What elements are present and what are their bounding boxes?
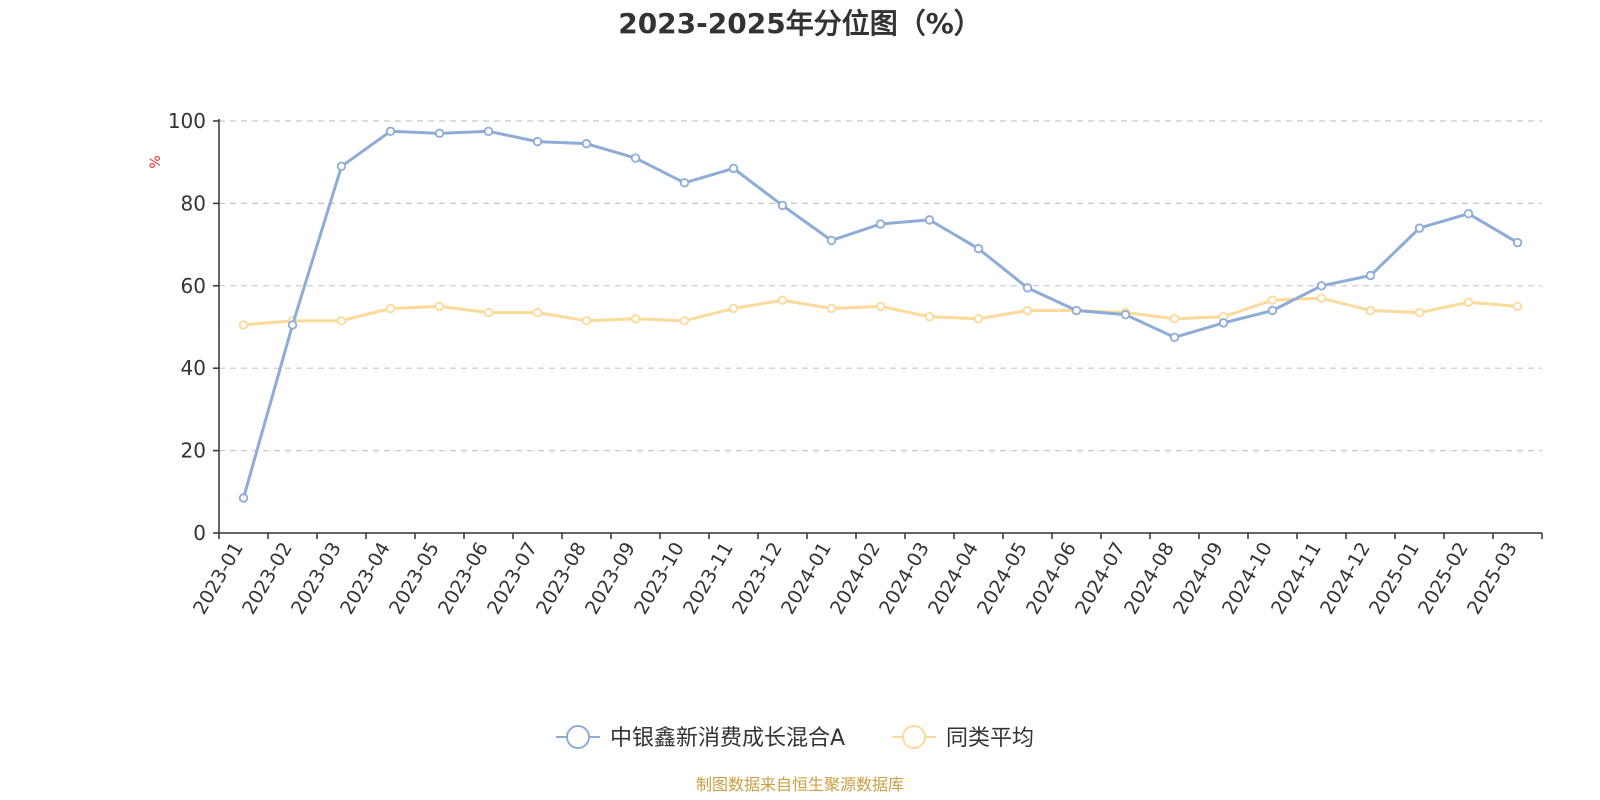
series-0	[238, 126, 1523, 503]
grid-lines	[219, 120, 1542, 452]
legend-marker-icon	[902, 725, 926, 749]
data-point	[581, 316, 592, 326]
legend-item-0[interactable]: 中银鑫新消费成长混合A	[556, 725, 845, 751]
legend-label: 同类平均	[946, 726, 1034, 751]
data-point	[875, 219, 886, 229]
data-point	[630, 153, 641, 163]
data-point	[973, 314, 984, 324]
data-point	[1512, 301, 1523, 312]
y-axis-ticks: 0 20 40 60 80 100	[168, 109, 219, 545]
legend-item-1[interactable]: 同类平均	[892, 725, 1034, 751]
data-point	[826, 235, 837, 246]
data-point	[1316, 293, 1327, 303]
data-point	[1169, 332, 1180, 342]
data-point	[532, 307, 543, 318]
y-tick-label: 100	[168, 109, 206, 133]
y-tick-label: 20	[181, 439, 206, 463]
x-axis-ticks: 2023-012023-022023-032023-042023-052023-…	[189, 533, 1543, 618]
chart-title: 2023-2025年分位图（%）	[618, 7, 982, 40]
data-point	[336, 316, 347, 326]
data-point	[287, 320, 298, 330]
y-tick-label: 80	[181, 191, 206, 215]
data-point	[385, 303, 396, 314]
data-point	[875, 301, 886, 312]
data-point	[581, 138, 592, 149]
axes	[218, 119, 1542, 534]
data-point	[1463, 297, 1474, 307]
data-point	[1267, 295, 1278, 305]
data-point	[1463, 208, 1474, 219]
data-point	[434, 128, 445, 139]
data-point	[1267, 305, 1278, 316]
data-point	[1414, 223, 1425, 233]
data-point	[336, 161, 347, 172]
y-axis-unit-label: %	[148, 155, 164, 168]
data-point	[434, 301, 445, 312]
data-point	[532, 136, 543, 147]
data-point	[777, 295, 788, 305]
data-point	[1169, 314, 1180, 324]
y-tick-label: 60	[181, 274, 206, 298]
y-tick-label: 0	[193, 521, 206, 545]
data-point	[1512, 237, 1523, 248]
data-point	[1365, 305, 1376, 316]
data-point	[1218, 318, 1229, 328]
data-point	[1022, 283, 1033, 293]
data-point	[1414, 307, 1425, 318]
y-tick-label: 40	[181, 356, 206, 380]
series-1	[238, 293, 1523, 330]
data-point	[973, 244, 984, 254]
data-point	[777, 200, 788, 211]
data-point	[679, 178, 690, 188]
data-point	[1022, 305, 1033, 316]
data-point	[483, 126, 494, 136]
legend-marker-icon	[566, 725, 590, 749]
legend-label: 中银鑫新消费成长混合A	[610, 726, 845, 751]
legend[interactable]: 中银鑫新消费成长混合A 同类平均	[556, 725, 1034, 751]
data-point	[630, 314, 641, 324]
data-point	[1316, 281, 1327, 291]
data-point	[238, 320, 249, 330]
data-point	[1120, 309, 1131, 320]
data-point	[1365, 270, 1376, 281]
data-point	[728, 303, 739, 314]
data-point	[679, 316, 690, 326]
data-point	[1071, 305, 1082, 316]
source-note: 制图数据来自恒生聚源数据库	[696, 775, 904, 794]
series-group	[238, 126, 1523, 503]
data-point	[924, 215, 935, 225]
data-point	[385, 126, 396, 136]
data-point	[728, 163, 739, 174]
series-line	[242, 129, 1519, 499]
data-point	[826, 303, 837, 314]
data-point	[483, 307, 494, 318]
data-point	[924, 312, 935, 322]
data-point	[238, 493, 249, 503]
